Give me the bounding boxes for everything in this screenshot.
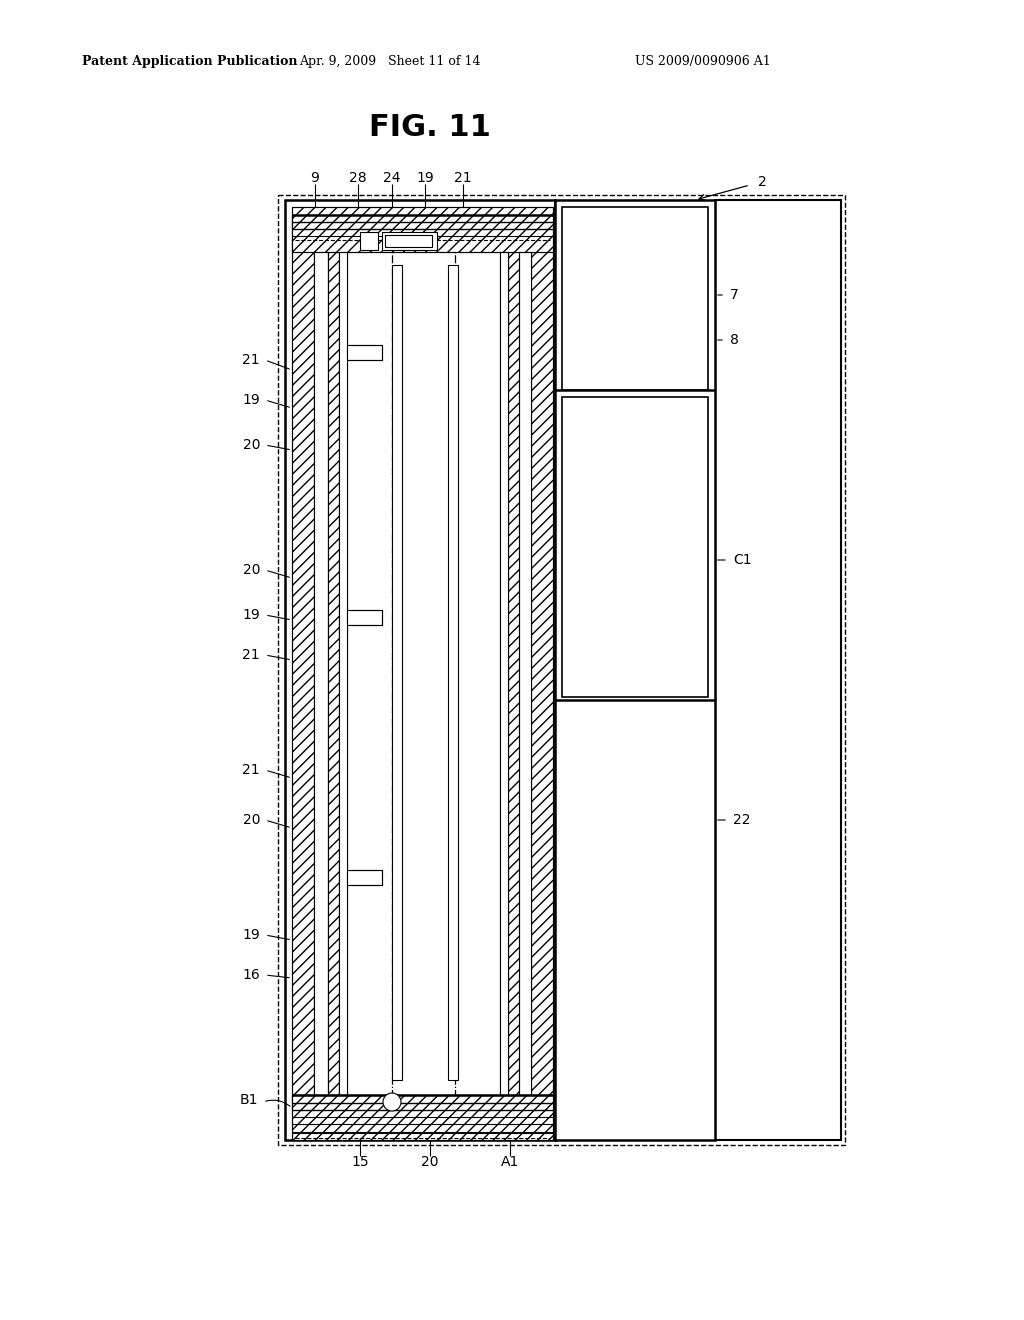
- Bar: [517, 220, 531, 1105]
- Text: C1: C1: [733, 553, 752, 568]
- Text: 20: 20: [243, 813, 260, 828]
- Bar: [382, 232, 437, 249]
- Bar: [531, 215, 553, 1110]
- Text: 24: 24: [383, 172, 400, 185]
- Text: 16: 16: [243, 968, 260, 982]
- Text: 19: 19: [416, 172, 434, 185]
- Bar: [292, 215, 314, 1110]
- Text: 21: 21: [243, 352, 260, 367]
- Text: 2: 2: [758, 176, 766, 189]
- Bar: [347, 870, 382, 884]
- Text: Apr. 9, 2009   Sheet 11 of 14: Apr. 9, 2009 Sheet 11 of 14: [299, 55, 480, 69]
- Bar: [385, 235, 432, 247]
- Text: FIG. 11: FIG. 11: [369, 114, 490, 143]
- Text: 21: 21: [455, 172, 472, 185]
- Bar: [715, 201, 841, 1140]
- Text: Patent Application Publication: Patent Application Publication: [82, 55, 298, 69]
- Text: B1: B1: [240, 1093, 258, 1107]
- Bar: [285, 201, 555, 1140]
- Text: 20: 20: [243, 438, 260, 451]
- Text: 9: 9: [310, 172, 319, 185]
- Text: 19: 19: [243, 609, 260, 622]
- Text: 7: 7: [730, 288, 738, 302]
- Bar: [562, 397, 708, 697]
- Bar: [292, 1096, 553, 1140]
- Bar: [314, 220, 328, 1105]
- Bar: [360, 232, 378, 249]
- Bar: [562, 207, 708, 389]
- Text: 8: 8: [730, 333, 739, 347]
- Bar: [508, 223, 519, 1102]
- Bar: [328, 223, 339, 1102]
- Text: A1: A1: [501, 1155, 519, 1170]
- Bar: [292, 215, 314, 1110]
- Bar: [555, 201, 715, 1140]
- Bar: [500, 226, 508, 1100]
- Bar: [328, 223, 339, 1102]
- Bar: [292, 1096, 553, 1140]
- Bar: [292, 207, 553, 252]
- Text: 22: 22: [733, 813, 751, 828]
- Text: 21: 21: [243, 763, 260, 777]
- Text: 20: 20: [421, 1155, 438, 1170]
- Text: 20: 20: [243, 564, 260, 577]
- Bar: [508, 223, 519, 1102]
- Text: 19: 19: [243, 393, 260, 407]
- Text: 19: 19: [243, 928, 260, 942]
- Text: 21: 21: [243, 648, 260, 663]
- Bar: [347, 610, 382, 624]
- Text: US 2009/0090906 A1: US 2009/0090906 A1: [635, 55, 771, 69]
- Text: 15: 15: [351, 1155, 369, 1170]
- Bar: [347, 345, 382, 360]
- Text: 28: 28: [349, 172, 367, 185]
- Bar: [531, 215, 553, 1110]
- Bar: [339, 226, 347, 1100]
- Bar: [449, 265, 458, 1080]
- Circle shape: [383, 1093, 401, 1111]
- Bar: [347, 228, 500, 1096]
- Bar: [392, 265, 402, 1080]
- Bar: [278, 195, 845, 1144]
- Bar: [292, 207, 553, 252]
